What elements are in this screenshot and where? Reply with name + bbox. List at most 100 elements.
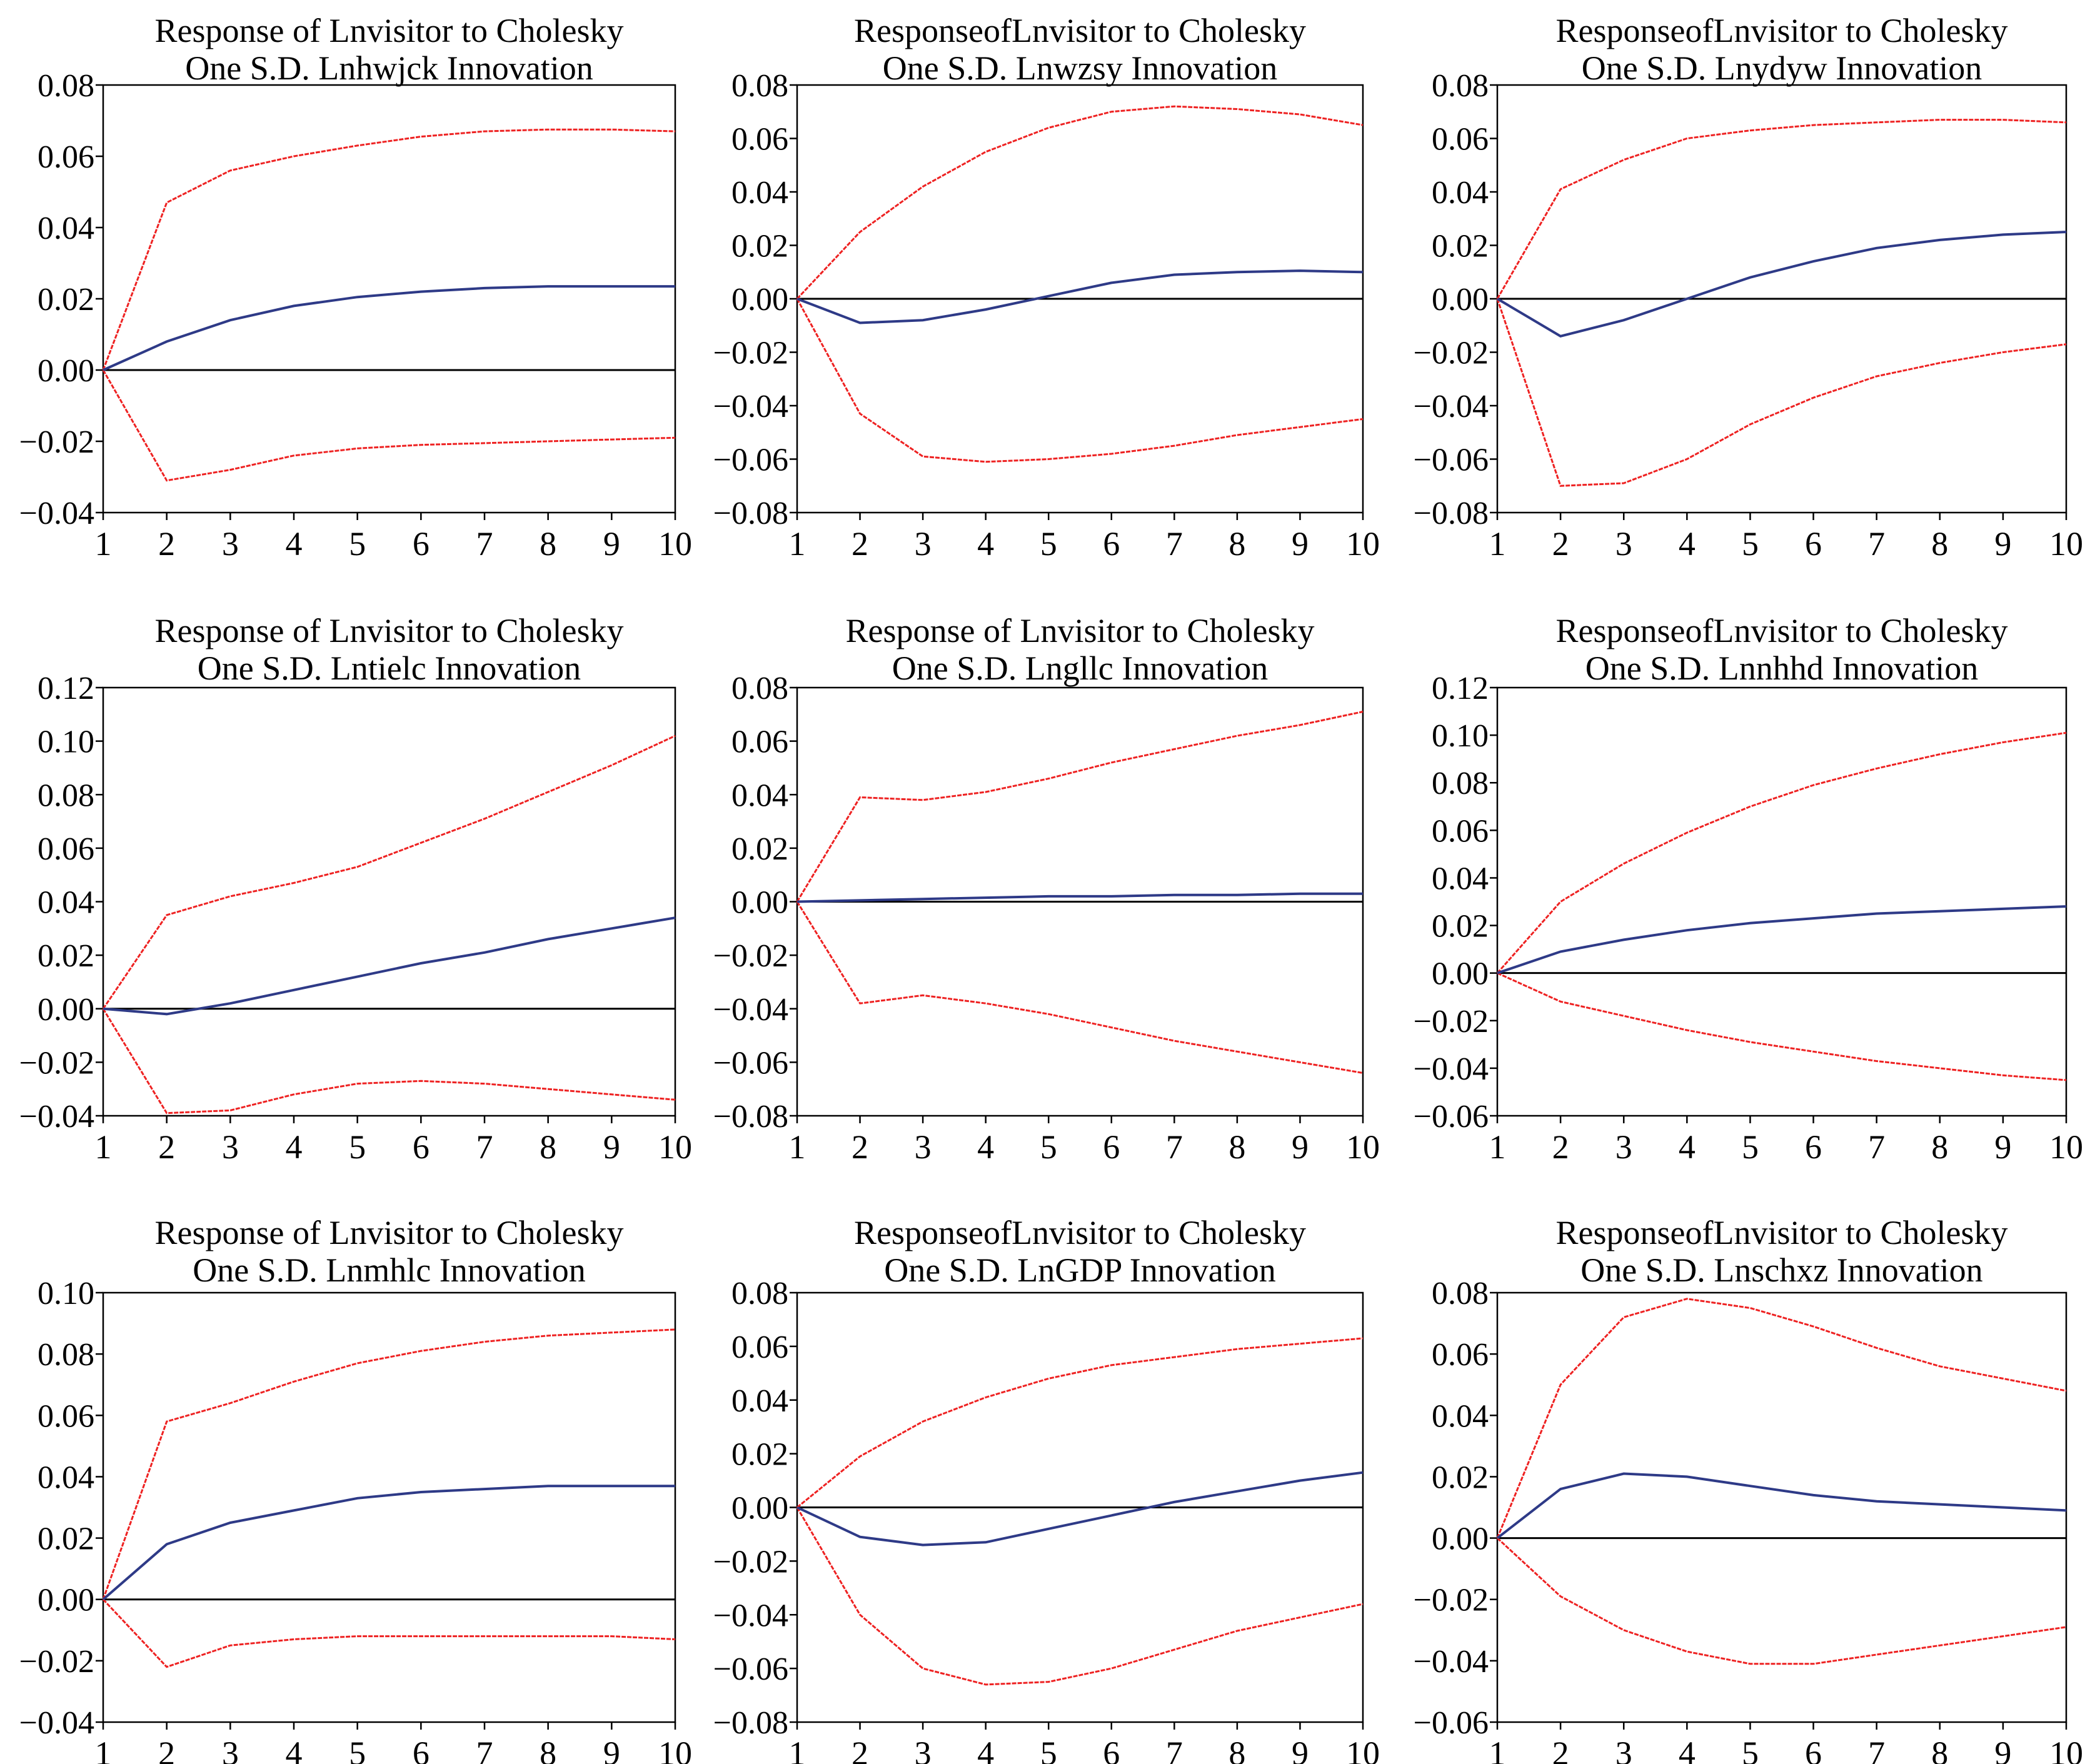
x-tick-label: 10 [1346,1735,1380,1764]
panel-title-line1: ResponseofLnvisitor to Cholesky [1556,612,2008,649]
x-tick-label: 4 [977,1128,994,1166]
x-tick-label: 9 [603,1735,620,1764]
x-tick-label: 2 [158,1128,175,1166]
x-tick-label: 9 [1292,525,1309,563]
y-tick-label: −0.02 [713,336,788,371]
x-tick-label: 10 [2049,1735,2083,1764]
y-tick-label: 0.00 [1432,282,1489,318]
upper-band-line [1496,731,2067,974]
y-tick-label: 0.02 [731,831,788,867]
lower-band-line [796,1506,1364,1686]
y-tick-label: 0.02 [1432,909,1489,945]
response-line [103,916,676,1016]
y-tick-label: 0.08 [731,1276,788,1311]
y-tick-label: 0.06 [38,831,94,867]
x-tick-label: 3 [222,525,239,563]
lower-band-line [102,1598,676,1668]
y-tick-label: 0.12 [38,671,94,706]
plot-frame [1496,1291,2067,1723]
y-tick-label: 0.06 [1432,813,1489,849]
x-tick-label: 6 [1103,525,1120,563]
x-tick-label: 6 [413,525,430,563]
y-tick-label: 0.00 [38,1583,94,1618]
x-tick-label: 1 [1489,525,1506,563]
lower-band-line [796,901,1364,1074]
x-tick-label: 5 [1040,525,1057,563]
upper-band-line [102,734,676,1010]
response-line [102,1485,675,1601]
x-tick-label: 6 [1805,1735,1822,1764]
y-tick-label: 0.08 [38,1337,94,1373]
y-tick-label: −0.04 [19,1099,94,1135]
panel-title-line2: One S.D. Lnmhlc Innovation [193,1251,585,1289]
y-tick-label: −0.04 [713,389,788,424]
panel-title-line1: Response of Lnvisitor to Cholesky [155,12,624,49]
x-tick-label: 7 [1166,1128,1183,1166]
x-tick-label: 5 [1742,1128,1759,1166]
y-tick-label: 0.08 [1432,1276,1489,1311]
y-tick-label: −0.04 [713,992,788,1028]
y-tick-label: 0.06 [38,139,94,175]
y-tick-label: 0.06 [1432,1337,1489,1373]
x-tick-label: 9 [1994,1128,2011,1166]
response-line [103,285,675,371]
panel-title-line2: One S.D. Lnydyw Innovation [1582,49,1982,87]
x-tick-label: 3 [222,1735,239,1764]
x-tick-label: 6 [413,1128,430,1166]
panel-title-line2: One S.D. Lntielc Innovation [198,649,581,687]
panel-title-line1: ResponseofLnvisitor to Cholesky [1556,12,2008,49]
x-tick-label: 10 [658,1128,692,1166]
x-tick-label: 6 [413,1735,430,1764]
x-tick-label: 2 [1552,1735,1569,1764]
x-tick-label: 1 [1489,1128,1506,1166]
upper-band-line [1496,119,2067,299]
x-tick-label: 4 [286,1735,303,1764]
y-tick-label: 0.04 [731,1383,788,1419]
y-tick-label: 0.12 [1432,671,1489,706]
y-tick-label: 0.10 [38,1276,94,1311]
y-tick-label: −0.06 [713,1651,788,1687]
upper-band-line [1496,1298,2067,1539]
x-tick-label: 1 [95,1735,112,1764]
x-tick-label: 8 [1228,1128,1245,1166]
y-tick-label: 0.02 [1432,1460,1489,1495]
x-tick-label: 8 [1228,525,1245,563]
x-tick-label: 10 [2049,525,2083,563]
response-line [1497,905,2067,975]
y-tick-label: 0.06 [731,724,788,760]
y-tick-label: 0.00 [38,992,94,1028]
y-tick-label: 0.00 [731,885,788,921]
x-tick-label: 6 [1805,1128,1822,1166]
y-tick-label: −0.02 [713,938,788,974]
x-tick-label: 8 [540,525,556,563]
panel-title-line1: ResponseofLnvisitor to Cholesky [854,1214,1306,1251]
y-tick-label: 0.04 [1432,175,1489,211]
panel-title-line2: One S.D. LnGDP Innovation [884,1251,1275,1289]
response-line [1496,231,2067,338]
x-tick-label: 6 [1805,525,1822,563]
x-tick-label: 1 [789,1128,806,1166]
y-tick-label: −0.04 [19,1705,94,1741]
x-tick-label: 3 [1615,525,1632,563]
x-tick-label: 8 [1931,1735,1948,1764]
x-tick-label: 3 [915,1128,932,1166]
y-tick-label: 0.08 [38,778,94,813]
y-tick-label: −0.08 [713,1099,788,1135]
y-tick-label: −0.02 [19,424,94,460]
x-tick-label: 7 [476,1735,493,1764]
y-tick-label: 0.08 [38,68,94,104]
y-tick-label: −0.06 [1414,1099,1489,1135]
x-tick-label: 9 [1292,1735,1309,1764]
y-tick-label: 0.10 [38,724,94,760]
y-tick-label: −0.06 [1414,443,1489,478]
y-tick-label: 0.08 [1432,766,1489,801]
x-tick-label: 7 [1166,525,1183,563]
y-tick-label: 0.00 [731,282,788,318]
x-tick-label: 10 [658,525,692,563]
x-tick-label: 1 [789,525,806,563]
x-tick-label: 4 [286,525,303,563]
